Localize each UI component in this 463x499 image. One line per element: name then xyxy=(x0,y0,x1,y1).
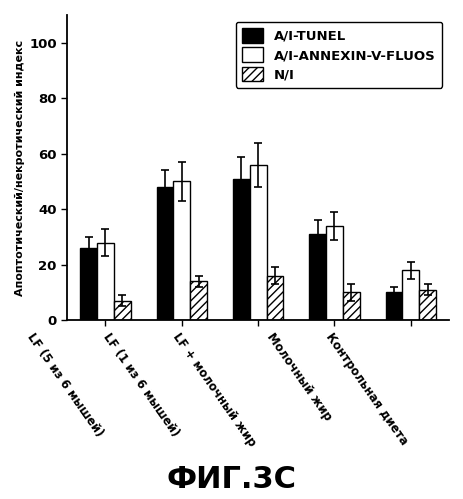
Bar xyxy=(173,182,190,320)
Bar xyxy=(156,187,173,320)
Bar xyxy=(385,292,401,320)
Bar xyxy=(80,248,97,320)
Bar xyxy=(113,301,131,320)
Bar xyxy=(266,276,283,320)
Text: ФИГ.3С: ФИГ.3С xyxy=(167,465,296,494)
Bar xyxy=(419,290,435,320)
Bar xyxy=(97,243,113,320)
Bar xyxy=(342,292,359,320)
Y-axis label: Апоптотический/некротический индекс: Апоптотический/некротический индекс xyxy=(15,39,25,296)
Bar xyxy=(249,165,266,320)
Bar xyxy=(325,226,342,320)
Bar xyxy=(309,234,325,320)
Bar xyxy=(232,179,249,320)
Bar xyxy=(190,281,206,320)
Bar xyxy=(401,270,419,320)
Legend: A/I-TUNEL, A/I-ANNEXIN-V-FLUOS, N/I: A/I-TUNEL, A/I-ANNEXIN-V-FLUOS, N/I xyxy=(235,21,441,88)
